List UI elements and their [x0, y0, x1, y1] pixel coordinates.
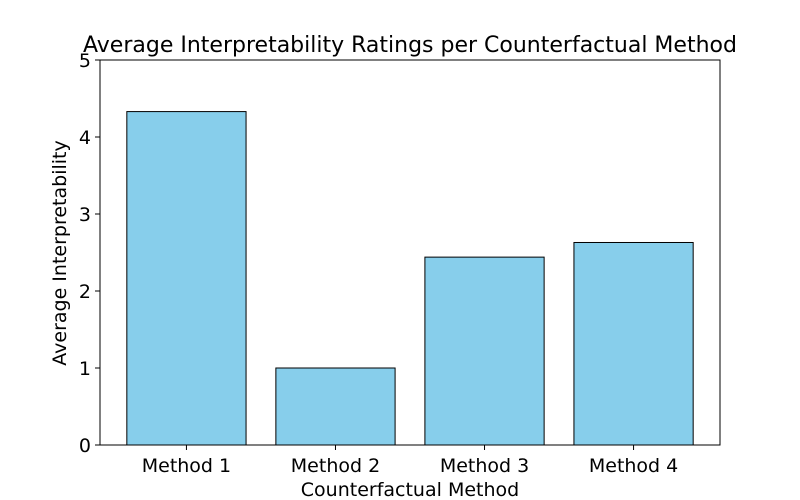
- y-tick-label: 0: [79, 435, 91, 457]
- x-tick-label: Method 2: [291, 455, 380, 477]
- x-tick-label: Method 3: [440, 455, 529, 477]
- bar-1: [126, 111, 247, 446]
- bar-3: [424, 256, 545, 446]
- x-axis-ticks: Method 1 Method 2 Method 3 Method 4: [142, 445, 678, 477]
- chart-title: Average Interpretability Ratings per Cou…: [83, 33, 737, 58]
- bar-4: [573, 241, 694, 446]
- bars-group: [126, 111, 694, 446]
- y-tick-label: 1: [79, 358, 91, 380]
- x-tick-label: Method 1: [142, 455, 231, 477]
- y-axis-ticks: 0 1 2 3 4 5: [79, 50, 100, 457]
- y-tick-label: 5: [79, 50, 91, 72]
- y-tick-label: 2: [79, 281, 91, 303]
- x-tick-label: Method 4: [589, 455, 678, 477]
- y-axis-label: Average Interpretability: [49, 140, 71, 366]
- bar-2: [275, 367, 396, 446]
- y-tick-label: 4: [79, 127, 91, 149]
- plot-frame: [99, 59, 721, 446]
- y-tick-label: 3: [79, 204, 91, 226]
- x-axis-label: Counterfactual Method: [301, 479, 519, 500]
